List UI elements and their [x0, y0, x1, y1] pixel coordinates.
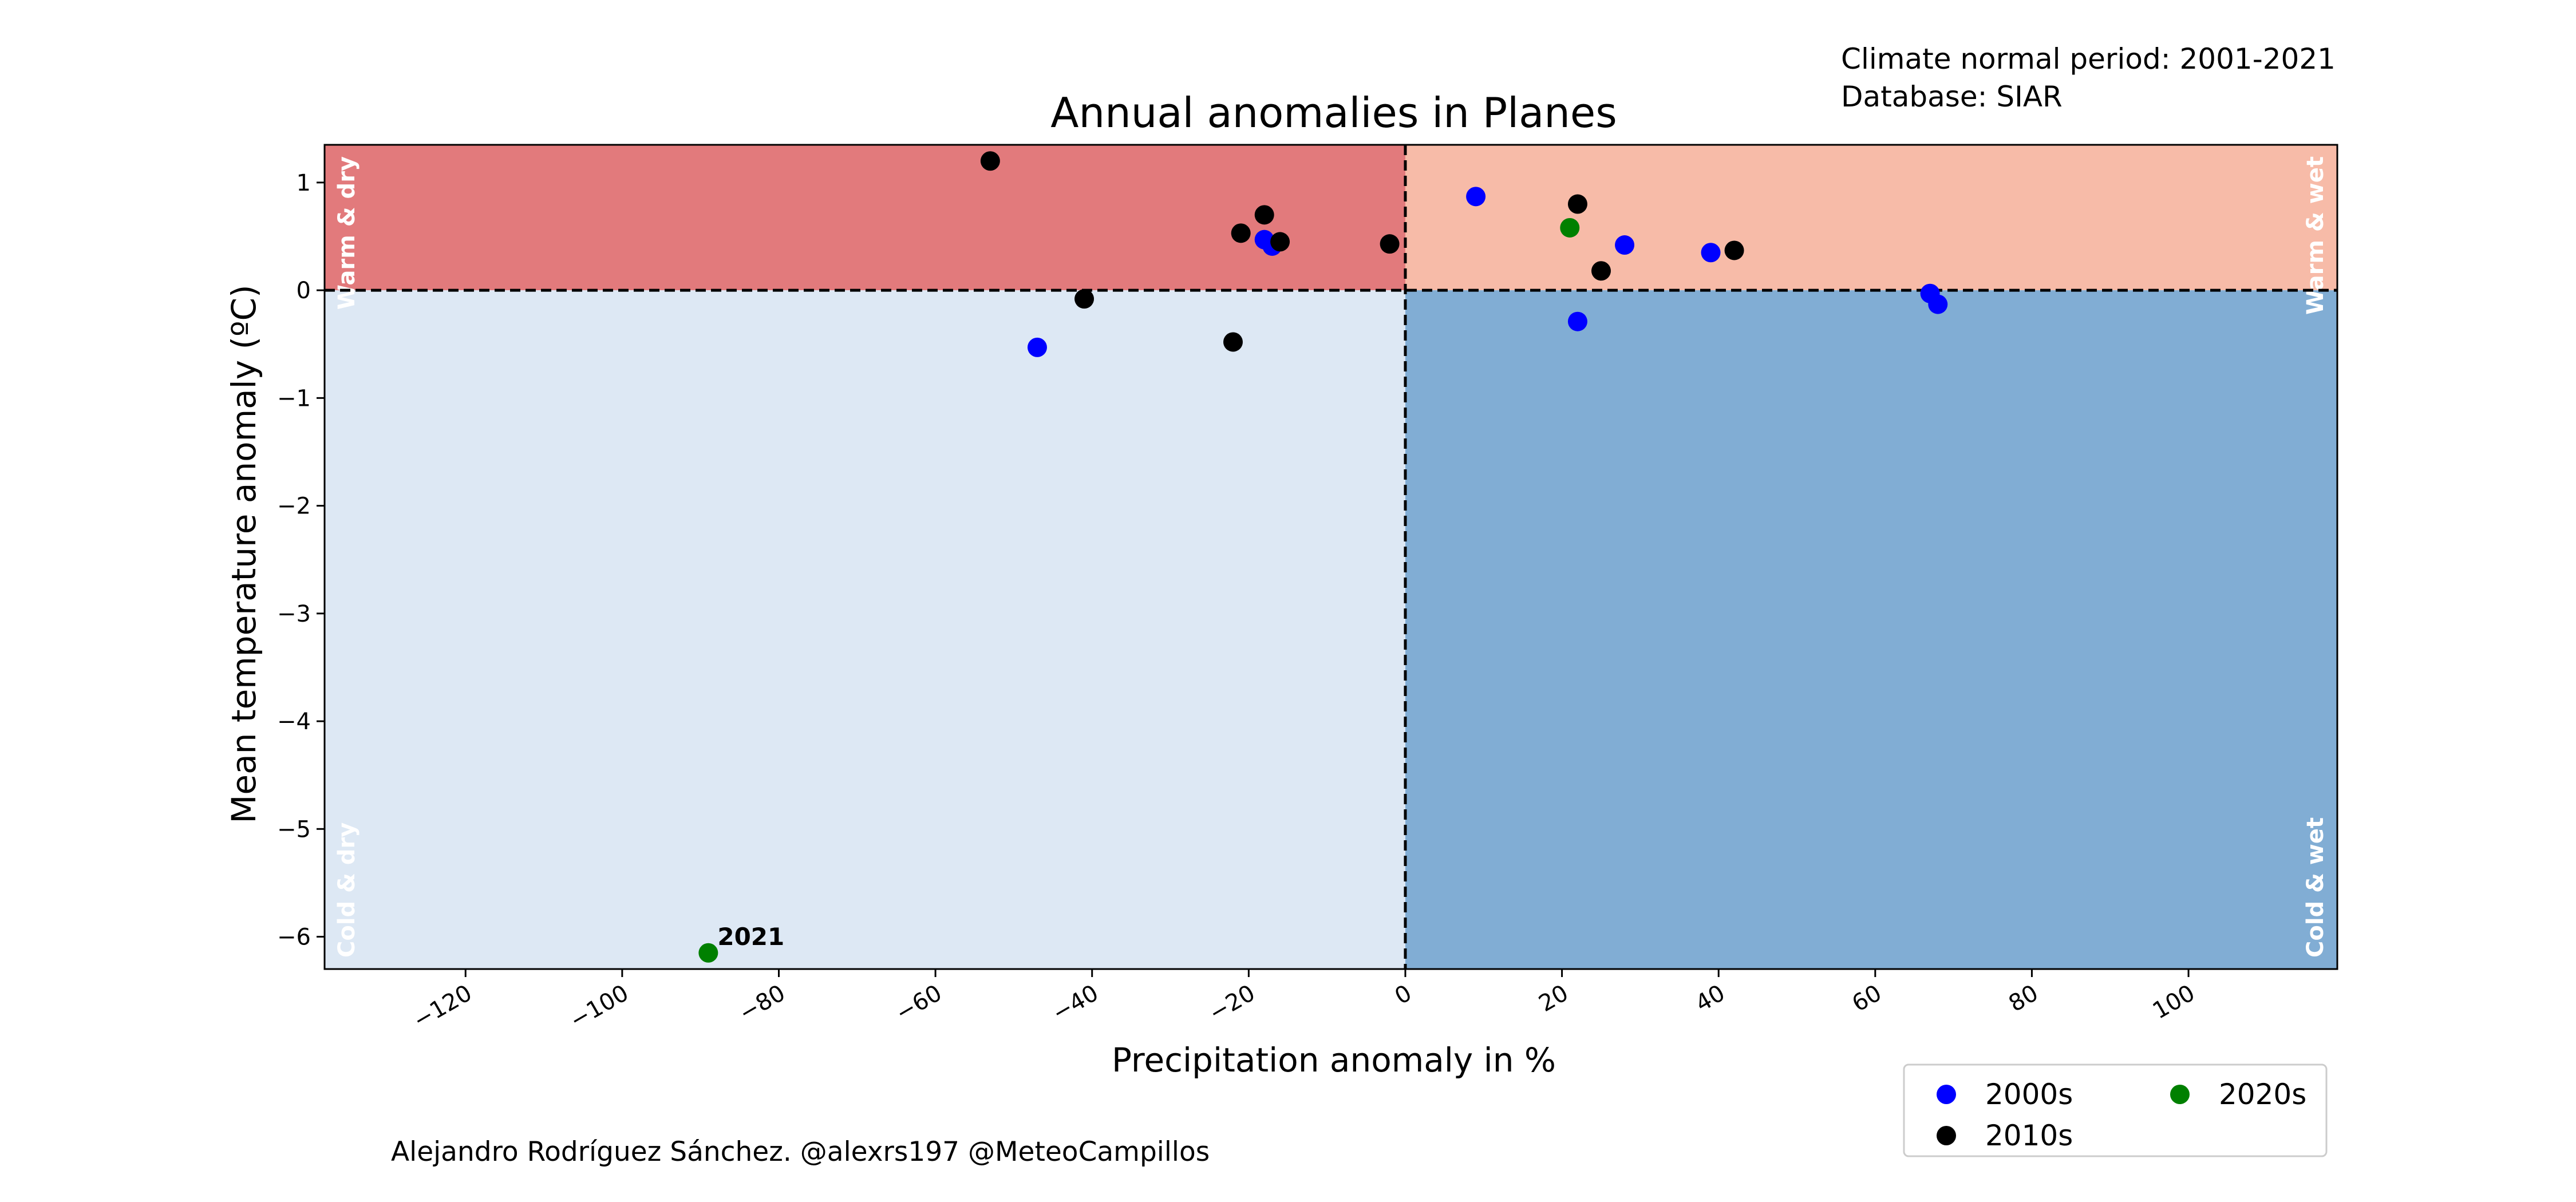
- y-tick-label: −5: [277, 816, 311, 843]
- x-tick-label: 0: [1390, 980, 1416, 1010]
- x-tick-label: −60: [891, 980, 946, 1027]
- plot-frame: [323, 144, 2338, 970]
- x-axis-ticks: −120 −100 −80 −60 −40 −20 0 20 40 60 80 100: [409, 969, 2199, 1034]
- x-tick-label: −120: [409, 980, 476, 1034]
- point-2010s: [1231, 223, 1251, 243]
- point-2000s: [1027, 337, 1047, 357]
- x-tick-label: 40: [1691, 980, 1729, 1017]
- y-tick-label: −2: [277, 493, 311, 520]
- x-tick-label: −100: [566, 980, 633, 1034]
- y-tick-label: −6: [277, 924, 311, 951]
- legend-box: [1903, 1063, 2328, 1157]
- y-tick-label: 0: [297, 278, 311, 304]
- x-tick-label: 100: [2148, 980, 2199, 1025]
- quadrant-label: Cold & wet: [2302, 817, 2329, 958]
- point-2010s: [1270, 232, 1290, 252]
- author-credit: Alejandro Rodríguez Sánchez. @alexrs197 …: [391, 1136, 1210, 1168]
- point-2010s: [1254, 205, 1274, 225]
- point-2010s: [1380, 234, 1400, 254]
- y-tick-label: −3: [277, 601, 311, 627]
- legend-label: 2020s: [2219, 1078, 2306, 1111]
- x-tick-label: −20: [1204, 980, 1259, 1027]
- y-tick-label: 1: [297, 170, 311, 196]
- legend-marker: [1937, 1126, 1956, 1145]
- point-2000s: [1701, 243, 1721, 263]
- point-2010s: [1074, 289, 1095, 309]
- point-2010s: [1591, 261, 1611, 281]
- point-2010s: [1724, 240, 1744, 260]
- legend-label: 2010s: [1985, 1119, 2073, 1152]
- x-tick-label: 60: [1848, 980, 1886, 1017]
- x-axis-label: Precipitation anomaly in %: [1112, 1041, 1556, 1080]
- point-2010s: [980, 151, 1000, 171]
- point-2000s: [1567, 311, 1587, 331]
- quadrant-label: Warm & dry: [334, 156, 360, 310]
- y-axis-label: Mean temperature anomaly (ºC): [224, 284, 263, 823]
- point-2000s: [1615, 235, 1635, 255]
- point-2010s: [1567, 194, 1587, 214]
- x-tick-label: 20: [1535, 980, 1573, 1017]
- legend-marker: [1937, 1085, 1956, 1104]
- x-tick-label: −80: [734, 980, 789, 1027]
- legend-label: 2000s: [1985, 1078, 2073, 1111]
- point-annotation: 2021: [717, 923, 784, 951]
- climate-info: Climate normal period: 2001-2021 Databas…: [1841, 40, 2336, 116]
- reference-lines: [325, 145, 2337, 969]
- point-2000s: [1466, 187, 1486, 207]
- y-tick-label: −1: [277, 385, 311, 412]
- legend: 2000s 2010s 2020s: [1903, 1063, 2328, 1157]
- data-points: 2021: [698, 151, 1948, 963]
- quadrant-label: Warm & wet: [2302, 156, 2329, 315]
- y-axis-ticks: 1 0 −1 −2 −3 −4 −5 −6: [277, 170, 325, 951]
- quadrant-cold-wet: [1405, 290, 2337, 969]
- climate-period-note: Climate normal period: 2001-2021: [1841, 42, 2336, 76]
- point-2000s: [1928, 294, 1948, 314]
- x-tick-label: −40: [1048, 980, 1103, 1027]
- legend-marker: [2170, 1085, 2190, 1104]
- point-2020s: [1560, 218, 1580, 238]
- point-2020s: [698, 943, 718, 963]
- quadrant-label: Cold & dry: [334, 823, 360, 958]
- quadrant-warm-dry: [325, 145, 1405, 291]
- chart-title: Annual anomalies in Planes: [1050, 89, 1617, 137]
- database-note: Database: SIAR: [1841, 80, 2063, 113]
- quadrant-labels: Warm & dry Warm & wet Cold & dry Cold & wet: [334, 156, 2329, 958]
- quadrant-backgrounds: [325, 145, 2337, 969]
- quadrant-cold-dry: [325, 290, 1405, 969]
- x-tick-label: 80: [2004, 980, 2042, 1017]
- point-2010s: [1223, 332, 1243, 352]
- y-tick-label: −4: [277, 709, 311, 735]
- quadrant-warm-wet: [1405, 145, 2337, 291]
